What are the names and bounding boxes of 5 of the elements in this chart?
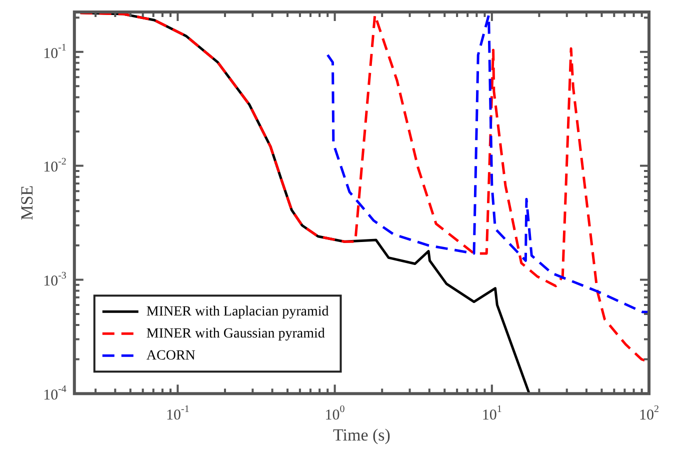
y-axis-title: MSE xyxy=(18,185,37,220)
x-axis-title: Time (s) xyxy=(332,425,390,444)
legend-label: MINER with Laplacian pyramid xyxy=(146,304,329,320)
legend-label: MINER with Gaussian pyramid xyxy=(146,326,325,342)
legend-label: ACORN xyxy=(146,348,196,364)
